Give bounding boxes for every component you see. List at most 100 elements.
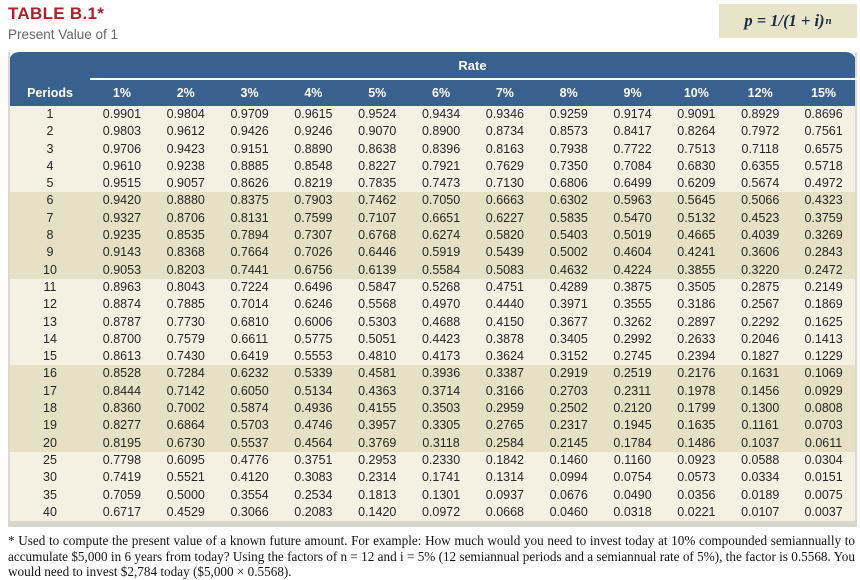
pv-factor-cell: 0.1413	[804, 331, 843, 346]
pv-factor-cell: 0.8613	[102, 349, 142, 364]
pv-factor-cell: 0.5919	[421, 245, 461, 260]
pv-factor-cell: 0.8375	[230, 193, 269, 208]
pv-factor-cell: 0.4224	[613, 262, 652, 277]
pv-factor-cell: 0.9070	[358, 124, 397, 139]
pv-factor-cell: 0.3878	[485, 331, 524, 346]
pv-factor-cell: 0.9346	[485, 107, 524, 121]
pv-factor-cell: 0.4936	[294, 401, 333, 416]
pv-factor-cell: 0.3166	[485, 383, 524, 398]
period-cell: 35	[43, 487, 57, 502]
pv-factor-cell: 0.6756	[294, 262, 333, 277]
table-row: 40 0.6717 0.4529 0.3066 0.2083 0.1420 0.0972 0.…	[9, 503, 856, 525]
pv-factor-cell: 0.3971	[549, 297, 588, 312]
pv-factor-cell: 0.7350	[549, 158, 588, 173]
pv-factor-cell: 0.1420	[358, 504, 397, 519]
pv-factor-cell: 0.0676	[549, 487, 588, 502]
pv-factor-cell: 0.8396	[421, 141, 461, 156]
pv-factor-cell: 0.8963	[102, 279, 142, 294]
pv-factor-cell: 0.5835	[549, 210, 588, 225]
pv-factor-cell: 0.8203	[166, 262, 205, 277]
pv-factor-cell: 0.6611	[230, 331, 269, 346]
pv-factor-cell: 0.3066	[230, 504, 269, 519]
pv-factor-cell: 0.7903	[294, 193, 333, 208]
pv-factor-cell: 0.9524	[358, 107, 397, 121]
pv-factor-cell: 0.5820	[485, 228, 524, 243]
column-header-3pct: 3%	[217, 79, 282, 106]
pv-factor-cell: 0.6663	[485, 193, 524, 208]
pv-factor-cell: 0.0588	[741, 452, 780, 467]
pv-factor-cell: 0.0573	[677, 470, 716, 485]
pv-factor-cell: 0.1486	[677, 435, 716, 450]
pv-factor-cell: 0.1799	[677, 401, 716, 416]
pv-factor-cell: 0.8360	[102, 401, 142, 416]
period-cell: 9	[46, 245, 54, 260]
pv-factor-cell: 0.0075	[804, 487, 843, 502]
pv-factor-cell: 0.7284	[166, 366, 205, 381]
pv-factor-cell: 0.8880	[166, 193, 205, 208]
pv-factor-cell: 0.8626	[230, 176, 269, 191]
period-cell: 30	[43, 470, 57, 485]
pv-factor-cell: 0.5066	[741, 193, 780, 208]
pv-factor-cell: 0.7921	[421, 158, 461, 173]
pv-factor-cell: 0.5775	[294, 331, 333, 346]
pv-factor-cell: 0.7084	[613, 158, 652, 173]
table-row: 8 0.9235 0.8535 0.7894 0.7307 0.6768 0.6274 0.5…	[9, 227, 856, 245]
pv-factor-cell: 0.6730	[166, 435, 205, 450]
table-row: 1 0.9901 0.9804 0.9709 0.9615 0.9524 0.9434 0.9…	[9, 106, 856, 124]
pv-factor-cell: 0.2145	[549, 435, 588, 450]
pv-factor-cell: 0.8890	[294, 141, 333, 156]
pv-factor-cell: 0.0972	[421, 504, 461, 519]
pv-factor-cell: 0.7430	[166, 349, 205, 364]
pv-factor-cell: 0.1869	[804, 297, 843, 312]
pv-factor-cell: 0.9235	[102, 228, 142, 243]
table-row: 4 0.9610 0.9238 0.8885 0.8548 0.8227 0.7921 0.7…	[9, 157, 856, 176]
table-row: 35 0.7059 0.5000 0.3554 0.2534 0.1813 0.1301 0.…	[9, 486, 856, 504]
pv-factor-cell: 0.9434	[421, 107, 461, 121]
pv-factor-cell: 0.1635	[677, 418, 716, 433]
pv-factor-cell: 0.2120	[613, 401, 652, 416]
pv-factor-cell: 0.7142	[166, 383, 205, 398]
pv-factor-cell: 0.5703	[230, 418, 269, 433]
pv-factor-cell: 0.6810	[230, 314, 269, 329]
pv-factor-cell: 0.2875	[741, 279, 780, 294]
pv-factor-cell: 0.1069	[804, 366, 843, 381]
period-cell: 7	[46, 210, 54, 225]
pv-factor-cell: 0.5083	[485, 262, 524, 277]
pv-factor-cell: 0.5521	[166, 470, 205, 485]
pv-factor-cell: 0.7419	[102, 470, 142, 485]
pv-factor-cell: 0.3405	[549, 331, 588, 346]
period-cell: 2	[46, 124, 54, 139]
pv-factor-cell: 0.5963	[613, 193, 652, 208]
table-row: 18 0.8360 0.7002 0.5874 0.4936 0.4155 0.3503 0.…	[9, 400, 856, 418]
pv-factor-cell: 0.2519	[613, 366, 652, 381]
pv-factor-cell: 0.6246	[294, 297, 333, 312]
column-header-row: Periods 1% 2% 3% 4% 5% 6% 7% 8% 9% 10% 12% 15%	[9, 79, 856, 106]
pv-factor-cell: 0.4120	[230, 470, 269, 485]
table-row: 3 0.9706 0.9423 0.9151 0.8890 0.8638 0.8396 0.8…	[9, 140, 856, 158]
pv-factor-cell: 0.8573	[549, 124, 588, 139]
column-header-8pct: 8%	[536, 79, 601, 106]
pv-factor-cell: 0.2992	[613, 331, 652, 346]
pv-factor-cell: 0.3387	[485, 366, 524, 381]
present-value-table: Rate Periods 1% 2% 3% 4% 5% 6% 7% 8% 9% 10% 12% 15%…	[8, 52, 857, 528]
pv-factor-cell: 0.2765	[485, 418, 524, 433]
pv-factor-cell: 0.0304	[804, 452, 843, 467]
pv-factor-cell: 0.7224	[230, 279, 269, 294]
pv-factor-cell: 0.4155	[358, 401, 397, 416]
table-header: Rate Periods 1% 2% 3% 4% 5% 6% 7% 8% 9% 10% 12% 15%	[9, 52, 856, 106]
pv-factor-cell: 0.2897	[677, 314, 716, 329]
pv-factor-cell: 0.3505	[677, 279, 716, 294]
pv-factor-cell: 0.4776	[230, 452, 269, 467]
column-header-1pct: 1%	[90, 79, 154, 106]
pv-factor-cell: 0.7107	[358, 210, 397, 225]
table-row: 9 0.9143 0.8368 0.7664 0.7026 0.6446 0.5919 0.5…	[9, 244, 856, 262]
pv-factor-cell: 0.6095	[166, 452, 205, 467]
table-row: 30 0.7419 0.5521 0.4120 0.3083 0.2314 0.1741 0.…	[9, 469, 856, 487]
page-title: TABLE B.1*	[8, 4, 105, 23]
table-row: 2 0.9803 0.9612 0.9426 0.9246 0.9070 0.8900 0.8…	[9, 123, 856, 141]
pv-factor-cell: 0.3875	[613, 279, 652, 294]
pv-factor-cell: 0.6355	[741, 158, 780, 173]
pv-factor-cell: 0.8700	[102, 331, 142, 346]
pv-factor-cell: 0.5645	[677, 193, 716, 208]
pv-factor-cell: 0.3305	[421, 418, 461, 433]
